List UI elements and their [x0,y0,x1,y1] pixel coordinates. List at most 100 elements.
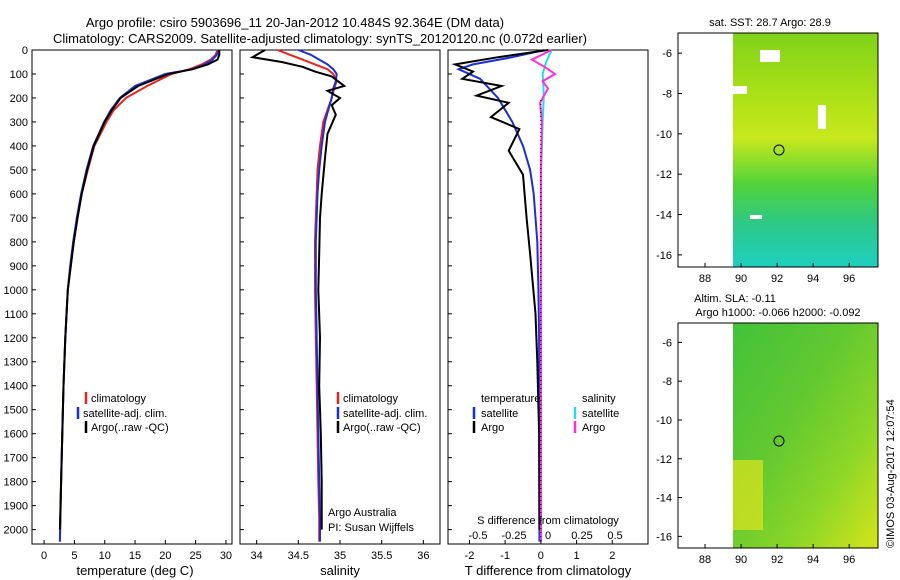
map-lat-tick-label: -10 [656,415,672,427]
depth-tick-label: 1000 [4,285,28,297]
map-lon-tick-label: 88 [699,273,711,285]
depth-tick-label: 900 [10,261,28,273]
salinity-plot-frame [239,49,441,545]
temperature-panel: 0100200300400500600700800900100011001200… [4,45,452,578]
map-lon-tick-label: 90 [735,273,747,285]
depth-tick-label: 600 [10,189,28,201]
title-line2: Climatology: CARS2009. Satellite-adjuste… [53,31,587,46]
map-lat-tick-label: -12 [656,454,672,466]
series-line-salinity-argo [529,49,557,542]
sst-cloud-mask [750,215,762,219]
legend-label-temp-argo: Argo [481,422,504,434]
sst-map-panel: sat. SST: 28.7 Argo: 28.9 -6-8-1 [656,17,879,285]
map-lat-tick-label: -12 [656,169,672,181]
legend-label-climatology: climatology [343,393,399,405]
depth-tick-label: 0 [22,45,28,57]
map-lon-tick-label: 92 [771,273,783,285]
depth-tick-label: 1700 [4,453,28,465]
depth-tick-label: 1900 [4,501,28,513]
difference-panel: -2 -1 0 1 2 S difference from climatology -0… [447,49,649,578]
series-line-argo-raw-qc- [58,50,221,530]
x-tick-label: 35.5 [371,550,392,562]
series-line-satellite-adj-clim- [58,49,220,542]
map-lon-tick-label: 94 [807,273,819,285]
sla-y-ticks: -6 -8 -10 -12 -14 -16 [656,337,682,543]
legend-label-sal-argo: Argo [582,422,605,434]
legend-title-salinity: salinity [582,393,616,405]
sst-cloud-mask [733,86,747,94]
sst-cloud-mask [818,105,826,129]
temperature-legend: climatology satellite-adj. clim. Argo(..… [76,392,169,434]
x-tick-label: -2 [465,550,475,562]
argo-location-marker [773,144,785,156]
x-tick-label: 0 [41,550,47,562]
legend-label-argo: Argo(..raw -QC) [91,422,169,434]
depth-tick-label: 1400 [4,381,28,393]
salinity-legend: climatology satellite-adj. clim. Argo(..… [336,392,427,434]
map-lat-tick-label: -14 [656,210,672,222]
depth-tick-labels: 0 100 200 300 400 500 600 700 800 900 1000 1100 1200… [4,45,452,537]
salinity-plot-area [249,49,347,542]
sla-map-frame [677,322,879,549]
temperature-x-ticks: 0 5 10 15 20 25 30 [41,540,232,562]
x-tick-label: 0 [538,550,544,562]
salinity-x-ticks: 34 34.5 35 35.5 36 [251,540,429,562]
legend-title-temperature: temperature [481,393,540,405]
temperature-plot-area [58,49,221,542]
x-tick-label: 2 [609,550,615,562]
sst-map-title: sat. SST: 28.7 Argo: 28.9 [709,17,831,29]
salinity-note-pi: PI: Susan Wijffels [328,522,414,534]
x-tick-label: 5 [71,550,77,562]
depth-tick-label: 800 [10,237,28,249]
x-tick-label: 30 [220,550,232,562]
x-tick-label: 10 [99,550,111,562]
map-lat-tick-label: -8 [662,376,672,388]
temperature-plot-frame [31,49,233,545]
sla-map-title: Altim. SLA: -0.11 [694,293,776,305]
x-tick-label: 34.5 [288,550,309,562]
sst-y-ticks: -6 -8 -10 -12 -14 -16 [656,48,682,262]
depth-tick-label: 400 [10,141,28,153]
depth-tick-label: 1200 [4,333,28,345]
x-tick-label: 15 [129,550,141,562]
map-lat-tick-label: -6 [662,48,672,60]
top-tick-label: 0.5 [607,530,622,542]
difference-xlabel: T difference from climatology [465,563,632,578]
top-tick-label: 0 [545,530,551,542]
x-tick-label: 36 [417,550,429,562]
difference-top-ticks: -0.5 -0.25 0 0.25 0.5 [469,530,623,542]
depth-tick-label: 2000 [4,525,28,537]
top-tick-label: -0.5 [469,530,488,542]
map-lon-tick-label: 92 [771,554,783,566]
salinity-panel: 34 34.5 35 35.5 36 salinity climatology sate… [239,49,441,578]
map-lat-tick-label: -14 [656,493,672,505]
x-tick-label: 1 [574,550,580,562]
depth-tick-label: 500 [10,165,28,177]
difference-legend: temperature salinity satellite Argo sate… [472,393,619,434]
depth-tick-label: 1500 [4,405,28,417]
map-lon-tick-label: 94 [807,554,819,566]
series-line-temperature-argo [451,49,549,530]
difference-plot-area [451,49,557,544]
legend-label-satellite: satellite-adj. clim. [83,408,167,420]
map-lat-tick-label: -6 [662,337,672,349]
legend-label-argo: Argo(..raw -QC) [343,422,421,434]
depth-tick-label: 1100 [4,309,28,321]
argo-location-marker [773,435,785,447]
sla-x-ticks: 88 90 92 94 96 [699,544,855,566]
map-lat-tick-label: -16 [656,531,672,543]
legend-label-sal-satellite: satellite [582,408,619,420]
depth-tick-label: 300 [10,117,28,129]
legend-label-satellite: satellite-adj. clim. [343,408,427,420]
map-lat-tick-label: -16 [656,250,672,262]
sla-map-panel: Altim. SLA: -0.11 Argo h1000: -0.066 h20… [656,293,879,566]
credit-text: ©IMOS 03-Aug-2017 12:07:54 [885,399,897,548]
sla-map-subtitle: Argo h1000: -0.066 h2000: -0.092 [695,307,860,319]
map-lon-tick-label: 96 [843,554,855,566]
sla-high-patch [733,460,763,530]
legend-label-temp-satellite: satellite [481,408,518,420]
x-tick-label: 20 [159,550,171,562]
depth-tick-label: 700 [10,213,28,225]
depth-tick-label: 100 [10,69,28,81]
